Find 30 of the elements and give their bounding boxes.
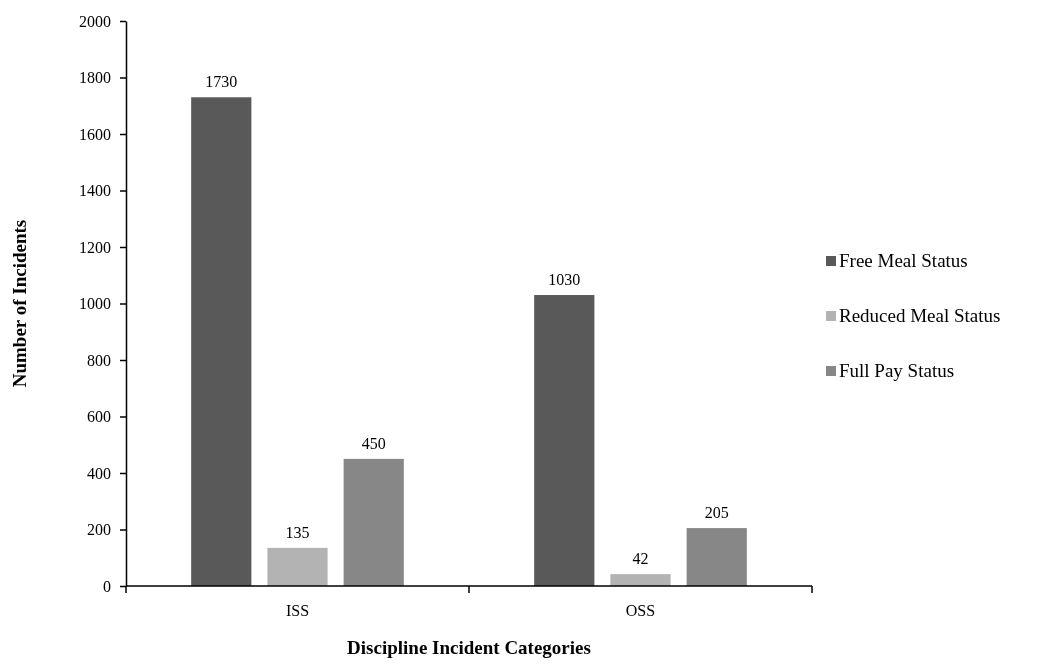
data-label: 42 — [632, 550, 649, 568]
bar — [610, 574, 671, 586]
y-tick-label: 400 — [87, 464, 111, 482]
x-tick-label: OSS — [625, 602, 656, 619]
y-tick-label: 1400 — [79, 182, 111, 200]
data-label: 135 — [285, 523, 310, 541]
legend-label: Free Meal Status — [839, 250, 968, 271]
y-tick-label: 200 — [87, 521, 111, 539]
x-tick-label: ISS — [285, 602, 310, 619]
y-tick-label: 1800 — [79, 69, 111, 87]
data-label: 450 — [361, 434, 386, 452]
y-tick-label: 600 — [87, 408, 111, 426]
y-tick-label: 2000 — [79, 12, 111, 30]
bar — [343, 458, 404, 586]
data-label: 205 — [704, 504, 729, 522]
legend-label: Full Pay Status — [839, 360, 955, 381]
y-tick-label: 1600 — [79, 125, 111, 143]
bar — [534, 295, 595, 586]
y-tick-label: 0 — [103, 577, 111, 595]
y-tick-label: 800 — [87, 351, 111, 369]
bar — [191, 97, 252, 586]
y-axis-title: Number of Incidents — [9, 219, 30, 388]
y-tick-label: 1000 — [79, 295, 111, 313]
bar — [267, 547, 328, 586]
x-axis-title: Discipline Incident Categories — [347, 637, 591, 658]
data-label: 1030 — [548, 271, 581, 289]
bar — [686, 528, 747, 586]
data-label: 1730 — [205, 73, 238, 91]
y-tick-label: 1200 — [79, 238, 111, 256]
legend-label: Reduced Meal Status — [839, 305, 1001, 326]
